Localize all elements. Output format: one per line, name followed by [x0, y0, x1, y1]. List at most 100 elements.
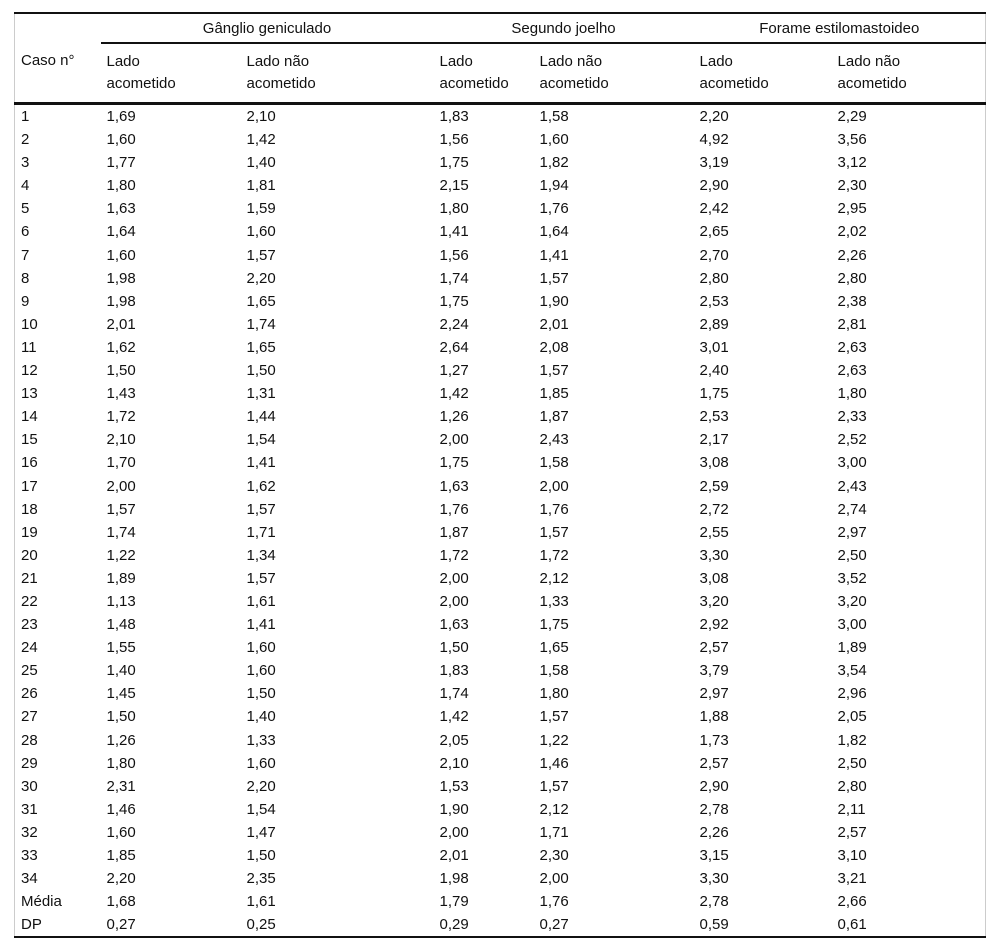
- value-cell: 1,83: [439, 108, 469, 125]
- value-cell: 2,57: [837, 823, 867, 841]
- value-cell: 1,57: [539, 269, 569, 287]
- value-cell: 1,65: [246, 338, 276, 356]
- value-cell: 2,11: [837, 800, 866, 818]
- value-cell: 1,75: [539, 616, 569, 634]
- table-row: 9 1,98 1,65 1,75 1,90 2,53 2,38: [15, 290, 986, 313]
- value-cell: 2,80: [699, 269, 729, 287]
- value-cell: 1,46: [106, 800, 136, 818]
- value-cell: 1,74: [246, 315, 276, 333]
- table-row: 14 1,72 1,44 1,26 1,87 2,53 2,33: [15, 405, 986, 428]
- value-cell: 1,98: [439, 870, 469, 888]
- value-cell: 1,42: [246, 131, 276, 149]
- value-cell: 1,57: [539, 777, 569, 795]
- corner-spacer: [15, 13, 101, 43]
- table-row: 29 1,80 1,60 2,10 1,46 2,57 2,50: [15, 752, 986, 775]
- table-row: 21 1,89 1,57 2,00 2,12 3,08 3,52: [15, 567, 986, 590]
- value-cell: 2,81: [837, 315, 867, 333]
- value-cell: 2,97: [837, 523, 867, 541]
- value-cell: 1,64: [106, 223, 136, 241]
- table-row: 16 1,70 1,41 1,75 1,58 3,08 3,00: [15, 451, 986, 474]
- table-row: 33 1,85 1,50 2,01 2,30 3,15 3,10: [15, 844, 986, 867]
- value-cell: 1,60: [246, 662, 276, 680]
- caso-cell: 27: [21, 708, 38, 726]
- value-cell: 2,26: [699, 823, 729, 841]
- value-cell: 1,77: [106, 154, 136, 172]
- table-row: 24 1,55 1,60 1,50 1,65 2,57 1,89: [15, 636, 986, 659]
- value-cell: 1,80: [837, 385, 867, 403]
- table-row: 30 2,31 2,20 1,53 1,57 2,90 2,80: [15, 775, 986, 798]
- value-cell: 2,35: [246, 870, 276, 888]
- value-cell: 2,42: [699, 200, 729, 218]
- value-cell: 1,48: [106, 616, 136, 634]
- value-cell: 1,87: [439, 523, 469, 541]
- table-row: 3 1,77 1,40 1,75 1,82 3,19 3,12: [15, 151, 986, 174]
- value-cell: 1,75: [439, 292, 469, 310]
- value-cell: 1,98: [106, 292, 136, 310]
- caso-cell: 23: [21, 616, 38, 634]
- value-cell: 3,08: [699, 569, 729, 587]
- value-cell: 1,40: [246, 708, 276, 726]
- value-cell: 1,76: [539, 500, 569, 518]
- subheader-lado-acometido-3: Lado acometido: [693, 43, 832, 105]
- value-cell: 1,60: [246, 639, 276, 657]
- value-cell: 1,58: [539, 108, 569, 125]
- value-cell: 2,57: [699, 639, 729, 657]
- caso-cell: 25: [21, 662, 38, 680]
- value-cell: 1,22: [539, 731, 569, 749]
- caso-cell: 34: [21, 870, 38, 888]
- value-cell: 1,64: [539, 223, 569, 241]
- value-cell: 2,43: [837, 477, 867, 495]
- value-cell: 1,42: [439, 385, 469, 403]
- subheader-lado-nao-acometido-3: Lado não acometido: [831, 43, 986, 105]
- value-cell: 2,20: [106, 870, 136, 888]
- value-cell: 2,70: [699, 246, 729, 264]
- value-cell: 2,00: [106, 477, 136, 495]
- value-cell: 0,61: [837, 916, 867, 934]
- value-cell: 1,90: [539, 292, 569, 310]
- value-cell: 3,15: [699, 847, 729, 864]
- value-cell: 2,97: [699, 685, 729, 703]
- caso-cell: 7: [21, 246, 30, 264]
- value-cell: 1,42: [439, 708, 469, 726]
- value-cell: 2,01: [106, 315, 136, 333]
- value-cell: 1,50: [246, 847, 276, 864]
- value-cell: 2,00: [539, 477, 569, 495]
- value-cell: 1,44: [246, 408, 276, 426]
- value-cell: 1,40: [106, 662, 136, 680]
- value-cell: 0,59: [699, 916, 729, 934]
- value-cell: 2,05: [439, 731, 469, 749]
- value-cell: 1,80: [106, 754, 136, 772]
- table-row: Média 1,68 1,61 1,79 1,76 2,78 2,66: [15, 890, 986, 913]
- value-cell: 1,89: [837, 639, 867, 657]
- value-cell: 1,98: [106, 269, 136, 287]
- value-cell: 3,08: [699, 454, 729, 472]
- table-row: 11 1,62 1,65 2,64 2,08 3,01 2,63: [15, 336, 986, 359]
- table-row: 28 1,26 1,33 2,05 1,22 1,73 1,82: [15, 729, 986, 752]
- value-cell: 2,20: [246, 777, 276, 795]
- table-row: 18 1,57 1,57 1,76 1,76 2,72 2,74: [15, 498, 986, 521]
- caso-cell: 28: [21, 731, 38, 749]
- value-cell: 2,66: [837, 893, 867, 911]
- value-cell: 1,72: [106, 408, 136, 426]
- value-cell: 1,41: [439, 223, 469, 241]
- value-cell: 1,50: [106, 362, 136, 380]
- value-cell: 4,92: [699, 131, 729, 149]
- value-cell: 2,30: [539, 847, 569, 864]
- table-row: 19 1,74 1,71 1,87 1,57 2,55 2,97: [15, 521, 986, 544]
- caso-cell: 33: [21, 847, 38, 864]
- group-header-row: Gânglio geniculado Segundo joelho Forame…: [15, 13, 986, 44]
- value-cell: 2,08: [539, 338, 569, 356]
- value-cell: 2,01: [439, 847, 469, 864]
- caso-cell: 17: [21, 477, 38, 495]
- table-body: 1 1,69 2,10 1,83 1,58 2,20 2,29 2 1,60 1,42 1,56 1,…: [15, 104, 986, 938]
- caso-cell: 2: [21, 131, 30, 149]
- table-row: 2 1,60 1,42 1,56 1,60 4,92 3,56: [15, 128, 986, 151]
- group-header-segundo-joelho: Segundo joelho: [433, 13, 694, 44]
- value-cell: 3,21: [837, 870, 867, 888]
- value-cell: 1,75: [439, 154, 469, 172]
- value-cell: 1,56: [439, 131, 469, 149]
- table-row: 8 1,98 2,20 1,74 1,57 2,80 2,80: [15, 267, 986, 290]
- value-cell: 1,60: [106, 131, 136, 149]
- table-row: 15 2,10 1,54 2,00 2,43 2,17 2,52: [15, 428, 986, 451]
- value-cell: 1,40: [246, 154, 276, 172]
